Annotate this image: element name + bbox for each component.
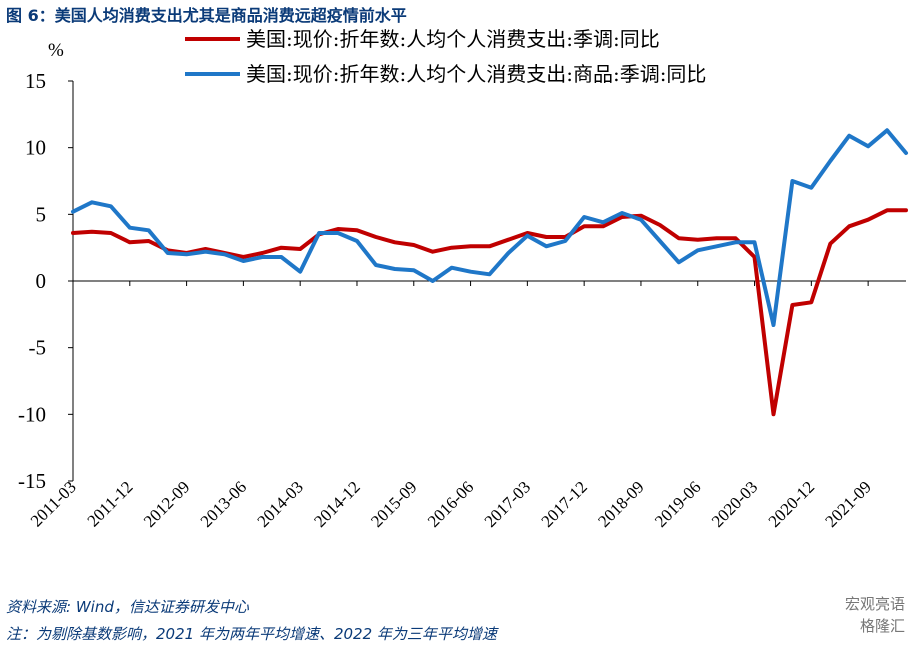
x-tick-label: 2014-03 <box>254 477 308 531</box>
x-tick-label: 2012-09 <box>140 477 194 531</box>
x-tick-label: 2020-12 <box>765 477 819 531</box>
y-axis-label: % <box>48 40 64 61</box>
x-tick-label: 2017-12 <box>537 477 591 531</box>
y-tick-label: 0 <box>36 269 47 293</box>
legend-label-2: 美国:现价:折年数:人均个人消费支出:商品:季调:同比 <box>246 62 706 86</box>
x-tick-label: 2019-06 <box>651 477 705 531</box>
legend-label-1: 美国:现价:折年数:人均个人消费支出:季调:同比 <box>246 27 660 51</box>
x-tick-label: 2013-06 <box>197 477 251 531</box>
source-note: 资料来源: Wind，信达证券研发中心 <box>6 598 249 616</box>
y-tick-label: 15 <box>25 69 46 93</box>
watermark-line1: 宏观亮语 <box>844 595 905 613</box>
footnote: 注：为剔除基数影响，2021 年为两年平均增速、2022 年为三年平均增速 <box>6 625 497 643</box>
y-tick-label: -5 <box>29 336 47 360</box>
y-tick-label: 10 <box>25 136 46 160</box>
x-tick-label: 2018-09 <box>594 477 648 531</box>
watermark: 宏观亮语 格隆汇 <box>845 593 905 637</box>
x-tick-label: 2011-12 <box>84 477 137 530</box>
x-tick-label: 2014-12 <box>310 477 364 531</box>
x-tick-label: 2020-03 <box>708 477 762 531</box>
x-tick-label: 2016-06 <box>424 477 478 531</box>
series-line-1 <box>71 208 908 417</box>
series-lines <box>71 128 908 417</box>
series-line-2 <box>71 128 908 327</box>
x-tick-label: 2015-09 <box>367 477 421 531</box>
chart-title: 图 6：美国人均消费支出尤其是商品消费远超疫情前水平 <box>6 6 407 25</box>
legend: 美国:现价:折年数:人均个人消费支出:季调:同比美国:现价:折年数:人均个人消费… <box>185 27 706 86</box>
y-tick-label: -15 <box>18 469 46 493</box>
watermark-line2: 格隆汇 <box>859 617 905 635</box>
x-tick-label: 2021-09 <box>821 477 875 531</box>
y-tick-label: 5 <box>36 202 47 226</box>
y-tick-label: -10 <box>18 402 46 426</box>
x-tick-label: 2017-03 <box>481 477 535 531</box>
